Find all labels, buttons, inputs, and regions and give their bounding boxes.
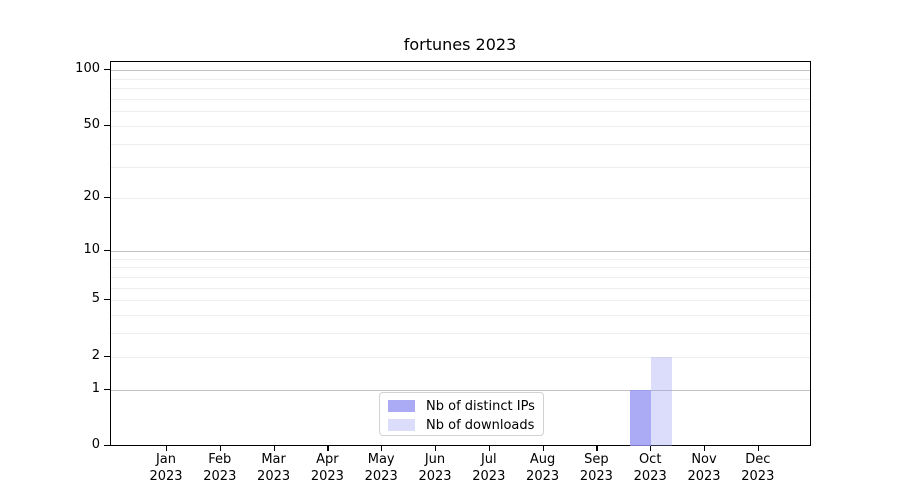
x-tick-mark	[273, 446, 275, 451]
minor-gridline	[111, 258, 810, 260]
x-tick-label: Apr 2023	[310, 452, 344, 484]
x-tick-mark	[488, 446, 490, 451]
y-tick-mark	[104, 249, 110, 251]
minor-gridline	[111, 78, 810, 80]
legend: Nb of distinct IPs Nb of downloads	[379, 392, 544, 436]
minor-gridline	[111, 333, 810, 335]
y-tick-mark	[104, 197, 110, 199]
x-tick-label: Jun 2023	[418, 452, 452, 484]
y-tick-mark	[104, 124, 110, 127]
bar-distinct-ips	[630, 389, 652, 446]
legend-item-downloads: Nb of downloads	[388, 416, 535, 434]
y-tick-label: 20	[83, 189, 100, 205]
y-tick-label: 100	[75, 61, 100, 77]
x-tick-label: Mar 2023	[257, 452, 291, 484]
x-tick-mark	[757, 446, 759, 451]
y-tick-label: 50	[83, 116, 100, 132]
legend-swatch-downloads	[388, 419, 415, 431]
x-tick-mark	[327, 446, 329, 451]
minor-gridline	[111, 267, 810, 269]
y-tick-label: 5	[91, 291, 100, 307]
y-tick-label: 1	[91, 380, 100, 396]
x-tick-mark	[381, 446, 383, 451]
x-tick-mark	[650, 446, 652, 451]
bar-downloads	[651, 356, 673, 446]
x-tick-label: Oct 2023	[633, 452, 667, 484]
x-tick-label: Aug 2023	[526, 452, 560, 484]
y-tick-label: 2	[91, 347, 100, 363]
y-tick-label: 10	[83, 241, 100, 257]
minor-gridline	[111, 166, 810, 168]
x-tick-mark	[596, 446, 598, 451]
major-gridline	[111, 389, 810, 391]
x-tick-label: Jan 2023	[149, 452, 183, 484]
minor-gridline	[111, 125, 810, 127]
y-tick-label: 0	[91, 437, 100, 452]
minor-gridline	[111, 111, 810, 113]
minor-gridline	[111, 198, 810, 200]
y-tick-mark	[104, 388, 110, 390]
x-tick-label: Feb 2023	[203, 452, 237, 484]
chart-title: fortunes 2023	[403, 35, 517, 54]
x-tick-mark	[542, 446, 544, 451]
plot-area: Nb of distinct IPs Nb of downloads	[110, 61, 811, 446]
y-tick-mark	[104, 355, 110, 357]
legend-label-downloads: Nb of downloads	[426, 417, 535, 433]
minor-gridline	[111, 276, 810, 278]
minor-gridline	[111, 315, 810, 316]
minor-gridline	[111, 300, 810, 302]
minor-gridline	[111, 356, 810, 358]
minor-gridline	[111, 88, 810, 90]
x-tick-label: Dec 2023	[741, 452, 775, 484]
y-tick-mark	[104, 445, 110, 447]
major-gridline	[111, 250, 810, 252]
x-tick-label: Nov 2023	[687, 452, 721, 484]
legend-swatch-distinct-ips	[388, 400, 415, 412]
minor-gridline	[111, 143, 810, 145]
x-tick-mark	[435, 446, 437, 451]
x-tick-label: Sep 2023	[579, 452, 613, 484]
x-tick-label: Jul 2023	[472, 452, 506, 484]
major-gridline	[111, 70, 810, 72]
legend-label-distinct-ips: Nb of distinct IPs	[426, 398, 535, 414]
y-tick-mark	[104, 69, 110, 71]
x-tick-label: May 2023	[364, 452, 398, 484]
y-tick-mark	[104, 299, 110, 301]
minor-gridline	[111, 99, 810, 100]
x-tick-mark	[219, 446, 221, 451]
minor-gridline	[111, 287, 810, 289]
legend-item-distinct-ips: Nb of distinct IPs	[388, 397, 535, 415]
x-tick-mark	[166, 446, 168, 451]
x-tick-mark	[704, 446, 706, 451]
